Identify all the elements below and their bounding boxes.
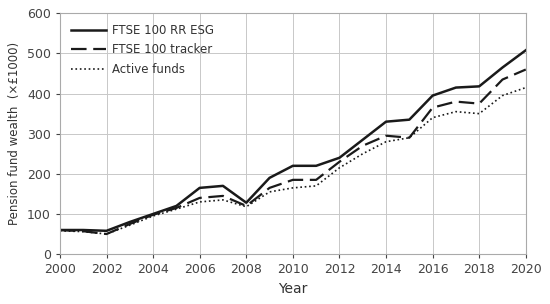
- Active funds: [430, 116, 436, 119]
- FTSE 100 RR ESG: [243, 201, 250, 205]
- FTSE 100 tracker: [150, 213, 156, 216]
- FTSE 100 tracker: [430, 106, 436, 109]
- FTSE 100 tracker: [522, 68, 529, 71]
- Active funds: [150, 214, 156, 218]
- FTSE 100 RR ESG: [80, 228, 86, 232]
- FTSE 100 tracker: [383, 134, 389, 137]
- Y-axis label: Pension fund wealth  (×£1000): Pension fund wealth (×£1000): [8, 42, 21, 225]
- Legend: FTSE 100 RR ESG, FTSE 100 tracker, Active funds: FTSE 100 RR ESG, FTSE 100 tracker, Activ…: [66, 19, 218, 81]
- Line: FTSE 100 tracker: FTSE 100 tracker: [60, 70, 526, 234]
- Active funds: [103, 232, 110, 236]
- FTSE 100 tracker: [243, 204, 250, 208]
- FTSE 100 tracker: [57, 228, 63, 232]
- Active funds: [453, 110, 459, 113]
- FTSE 100 tracker: [313, 178, 320, 182]
- X-axis label: Year: Year: [278, 282, 307, 296]
- FTSE 100 RR ESG: [360, 138, 366, 142]
- Active funds: [196, 200, 203, 204]
- Active funds: [80, 230, 86, 233]
- Active funds: [360, 152, 366, 156]
- FTSE 100 RR ESG: [406, 118, 412, 122]
- Active funds: [406, 136, 412, 140]
- Active funds: [522, 86, 529, 89]
- FTSE 100 RR ESG: [57, 228, 63, 232]
- FTSE 100 RR ESG: [173, 204, 180, 208]
- Active funds: [289, 186, 296, 190]
- FTSE 100 tracker: [219, 194, 226, 198]
- Active funds: [243, 205, 250, 209]
- FTSE 100 tracker: [103, 232, 110, 236]
- FTSE 100 tracker: [476, 102, 482, 105]
- FTSE 100 RR ESG: [476, 85, 482, 88]
- Active funds: [383, 140, 389, 143]
- Active funds: [336, 166, 343, 170]
- FTSE 100 RR ESG: [336, 156, 343, 160]
- FTSE 100 tracker: [289, 178, 296, 182]
- FTSE 100 tracker: [336, 160, 343, 164]
- FTSE 100 RR ESG: [150, 212, 156, 216]
- Active funds: [173, 207, 180, 211]
- Active funds: [476, 112, 482, 116]
- FTSE 100 tracker: [406, 136, 412, 140]
- Active funds: [219, 198, 226, 202]
- FTSE 100 RR ESG: [219, 184, 226, 188]
- FTSE 100 tracker: [126, 222, 133, 226]
- Active funds: [499, 94, 506, 97]
- FTSE 100 RR ESG: [196, 186, 203, 190]
- FTSE 100 tracker: [266, 186, 273, 190]
- Active funds: [266, 190, 273, 194]
- FTSE 100 RR ESG: [430, 94, 436, 97]
- FTSE 100 RR ESG: [126, 220, 133, 224]
- FTSE 100 tracker: [499, 78, 506, 81]
- Active funds: [126, 223, 133, 227]
- FTSE 100 RR ESG: [266, 176, 273, 180]
- FTSE 100 RR ESG: [289, 164, 296, 168]
- FTSE 100 RR ESG: [103, 229, 110, 233]
- FTSE 100 tracker: [360, 144, 366, 147]
- Active funds: [313, 184, 320, 188]
- Active funds: [57, 229, 63, 233]
- FTSE 100 RR ESG: [313, 164, 320, 168]
- FTSE 100 tracker: [196, 196, 203, 200]
- Line: FTSE 100 RR ESG: FTSE 100 RR ESG: [60, 50, 526, 231]
- FTSE 100 RR ESG: [453, 86, 459, 89]
- FTSE 100 tracker: [453, 100, 459, 103]
- FTSE 100 RR ESG: [383, 120, 389, 123]
- FTSE 100 RR ESG: [499, 66, 506, 69]
- FTSE 100 tracker: [80, 230, 86, 233]
- FTSE 100 tracker: [173, 206, 180, 210]
- FTSE 100 RR ESG: [522, 48, 529, 52]
- Line: Active funds: Active funds: [60, 88, 526, 234]
